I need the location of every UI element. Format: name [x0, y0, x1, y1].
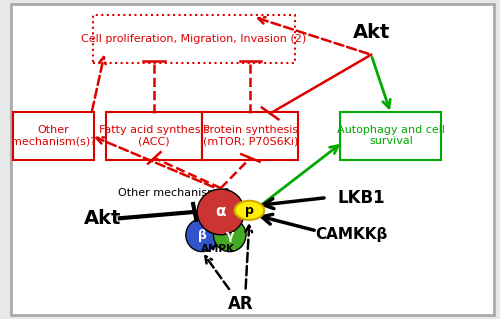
FancyBboxPatch shape: [92, 15, 295, 63]
FancyBboxPatch shape: [340, 112, 442, 160]
Text: AMPK: AMPK: [202, 244, 235, 254]
Text: Protein synthesis
(mTOR; P70S6Ki): Protein synthesis (mTOR; P70S6Ki): [202, 125, 298, 146]
FancyBboxPatch shape: [12, 4, 494, 315]
Text: Other
mechanism(s)?: Other mechanism(s)?: [10, 125, 96, 146]
FancyBboxPatch shape: [202, 112, 298, 160]
Text: Akt: Akt: [352, 23, 390, 42]
Text: p: p: [245, 204, 254, 217]
Text: α: α: [216, 204, 226, 219]
Text: AMPK: AMPK: [194, 242, 228, 252]
Text: γ: γ: [226, 229, 234, 241]
Ellipse shape: [214, 219, 246, 252]
Circle shape: [234, 201, 264, 220]
Text: Fatty acid synthesis
(ACC): Fatty acid synthesis (ACC): [99, 125, 210, 146]
Ellipse shape: [186, 219, 218, 252]
Text: β: β: [198, 229, 206, 241]
Text: Akt: Akt: [84, 209, 121, 228]
Text: CAMKKβ: CAMKKβ: [316, 226, 388, 241]
Text: AR: AR: [228, 295, 254, 313]
FancyBboxPatch shape: [106, 112, 202, 160]
Text: LKB1: LKB1: [338, 189, 385, 207]
FancyBboxPatch shape: [12, 112, 94, 160]
Ellipse shape: [197, 189, 244, 235]
Text: Cell proliferation, Migration, Invasion (2): Cell proliferation, Migration, Invasion …: [81, 34, 306, 44]
Text: Other mechanisms?: Other mechanisms?: [118, 188, 230, 198]
Text: Autophagy and cell
survival: Autophagy and cell survival: [337, 125, 445, 146]
